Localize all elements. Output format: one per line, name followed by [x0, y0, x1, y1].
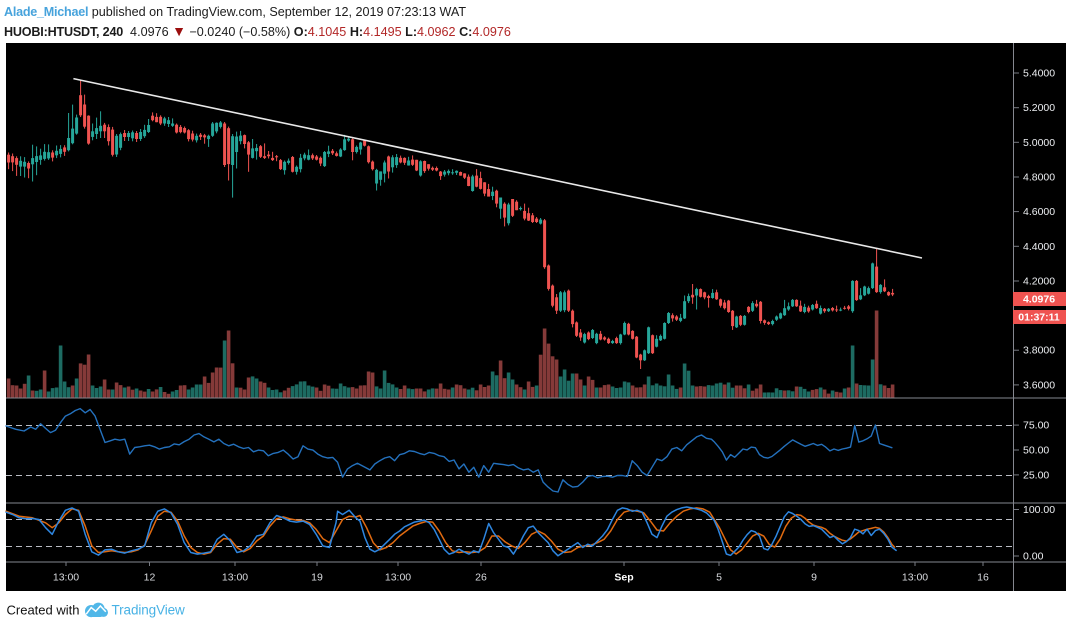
svg-text:4.6000: 4.6000 [1023, 206, 1055, 218]
svg-text:9: 9 [811, 572, 817, 584]
svg-text:13:00: 13:00 [222, 572, 248, 584]
svg-text:4.0976: 4.0976 [1023, 294, 1055, 306]
svg-text:3.8000: 3.8000 [1023, 345, 1055, 357]
svg-text:12: 12 [144, 572, 156, 584]
svg-text:19: 19 [311, 572, 323, 584]
svg-text:13:00: 13:00 [902, 572, 928, 584]
svg-text:5.2000: 5.2000 [1023, 102, 1055, 114]
svg-text:50.00: 50.00 [1023, 445, 1049, 457]
svg-text:4.8000: 4.8000 [1023, 172, 1055, 184]
svg-text:0.00: 0.00 [1023, 551, 1044, 563]
svg-text:01:37:11: 01:37:11 [1018, 312, 1060, 324]
svg-text:5.0000: 5.0000 [1023, 137, 1055, 149]
svg-text:13:00: 13:00 [385, 572, 411, 584]
svg-text:4.4000: 4.4000 [1023, 241, 1055, 253]
svg-text:Sep: Sep [614, 572, 633, 584]
svg-text:5.4000: 5.4000 [1023, 68, 1055, 80]
svg-text:26: 26 [475, 572, 487, 584]
svg-text:3.6000: 3.6000 [1023, 379, 1055, 391]
svg-text:13:00: 13:00 [53, 572, 79, 584]
svg-text:25.00: 25.00 [1023, 469, 1049, 481]
svg-text:5: 5 [716, 572, 722, 584]
svg-text:100.00: 100.00 [1023, 504, 1055, 516]
svg-text:4.2000: 4.2000 [1023, 276, 1055, 288]
svg-text:75.00: 75.00 [1023, 420, 1049, 432]
svg-text:16: 16 [977, 572, 989, 584]
